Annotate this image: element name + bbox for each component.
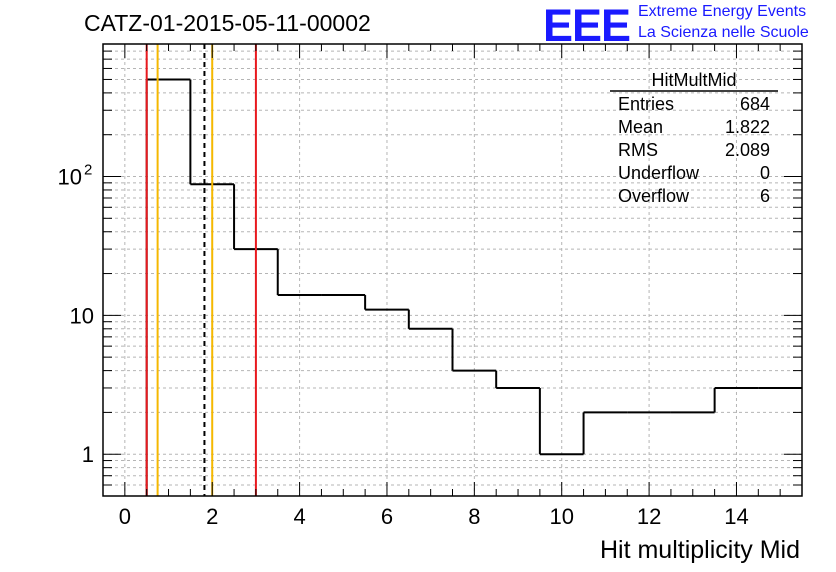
stats-value: 684 [740, 94, 770, 114]
stats-value: 2.089 [725, 140, 770, 160]
eee-logo: EEE [543, 0, 631, 51]
logo-subtitle-1: Extreme Energy Events [638, 3, 807, 20]
stats-value: 0 [760, 163, 770, 183]
stats-value: 1.822 [725, 117, 770, 137]
x-axis-label: Hit multiplicity Mid [599, 536, 800, 564]
x-tick-label: 6 [381, 504, 393, 529]
stats-label: RMS [618, 140, 658, 160]
stats-label: Underflow [618, 163, 700, 183]
stats-label: Mean [618, 117, 663, 137]
x-tick-label: 4 [293, 504, 305, 529]
y-tick-label: 1 [82, 442, 94, 467]
y-tick-label: 10 [70, 303, 94, 328]
y-tick-label: 10 [58, 164, 82, 189]
marker-lines [145, 44, 257, 496]
x-tick-label: 12 [637, 504, 661, 529]
stats-title: HitMultMid [651, 70, 736, 90]
chart-title: CATZ-01-2015-05-11-00002 [84, 10, 371, 36]
grid-lines [103, 43, 802, 497]
x-tick-label: 8 [468, 504, 480, 529]
x-tick-label: 0 [119, 504, 131, 529]
plot-frame [102, 43, 803, 497]
logo-subtitle-2: La Scienza nelle Scuole [638, 24, 809, 41]
stats-label: Entries [618, 94, 674, 114]
y-tick-exponent: 2 [84, 161, 92, 178]
x-tick-label: 14 [724, 504, 748, 529]
stats-value: 6 [760, 186, 770, 206]
x-tick-label: 10 [549, 504, 573, 529]
stats-box: HitMultMid Entries 684 Mean 1.822 RMS 2.089 Und… [610, 70, 778, 206]
x-tick-label: 2 [206, 504, 218, 529]
stats-label: Overflow [618, 186, 690, 206]
